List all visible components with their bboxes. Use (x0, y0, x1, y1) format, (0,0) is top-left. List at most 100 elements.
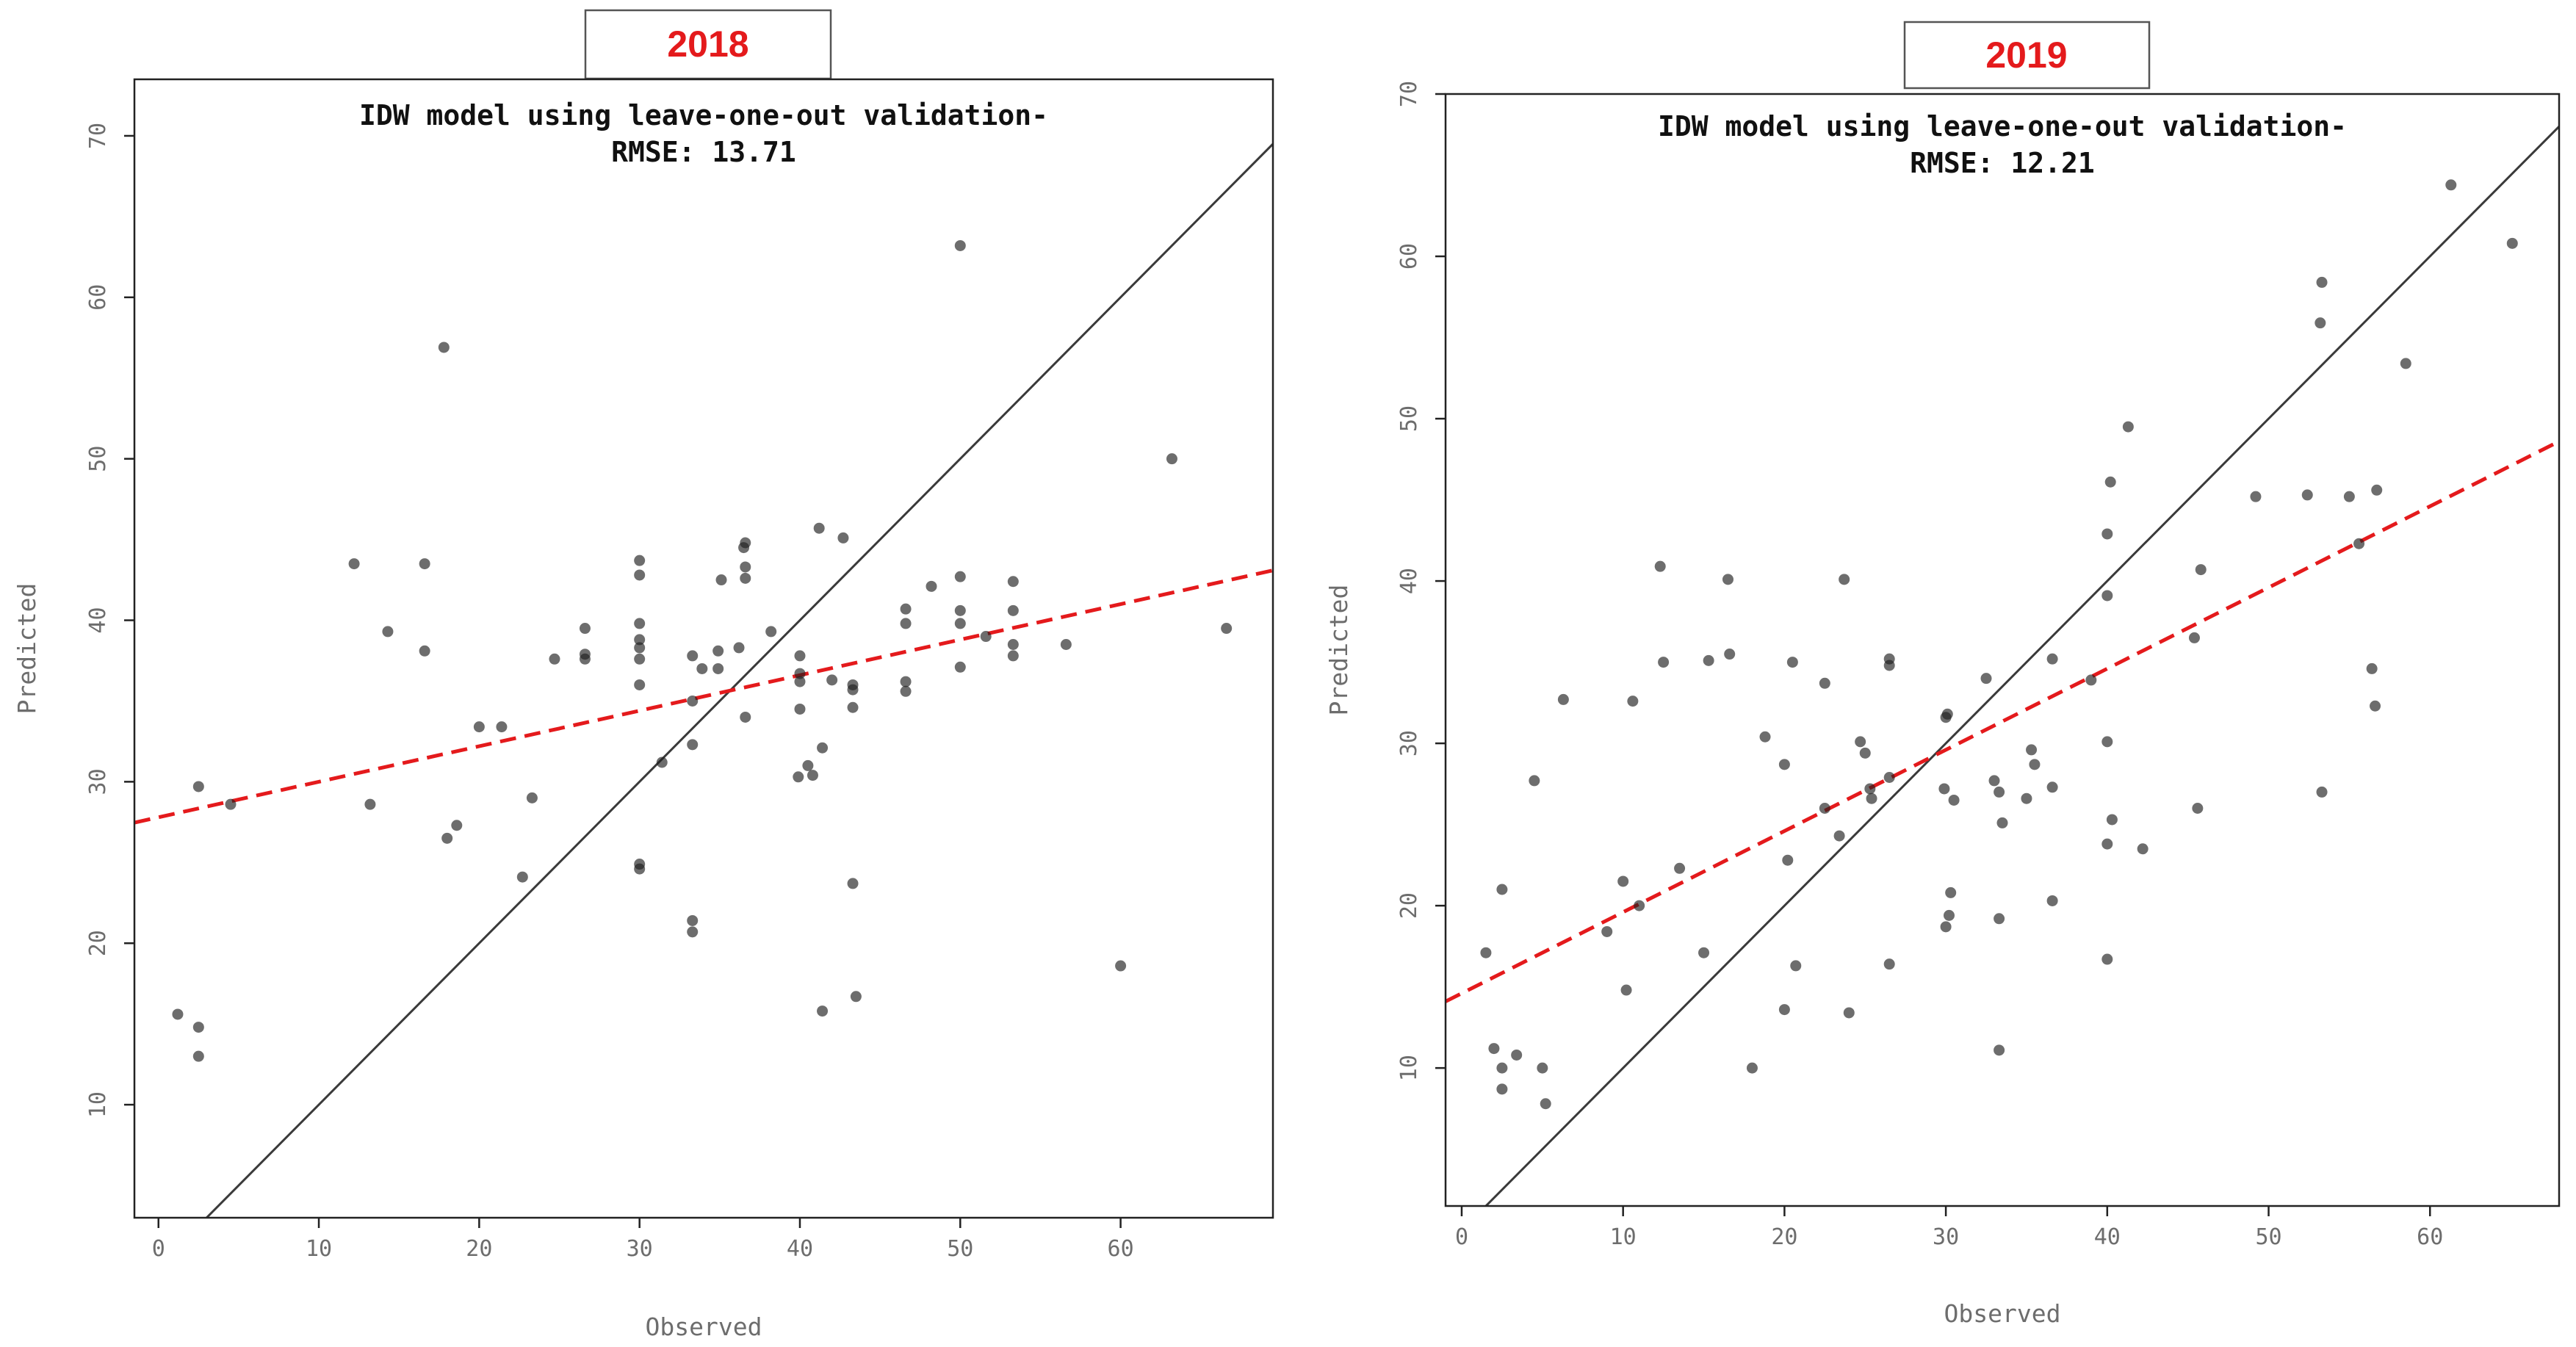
data-point (1994, 1044, 2005, 1056)
data-point (954, 661, 966, 673)
data-point (1007, 576, 1019, 588)
data-point (2445, 179, 2457, 191)
data-point (715, 574, 727, 586)
x-tick-label: 40 (787, 1236, 813, 1262)
data-point (419, 645, 430, 657)
data-point (954, 239, 966, 251)
data-point (794, 703, 806, 715)
data-point (1654, 560, 1666, 572)
plot-frame (1444, 93, 2561, 1207)
data-point (2101, 953, 2113, 965)
data-point (1634, 900, 1645, 911)
y-tick-label: 60 (1396, 243, 1422, 270)
data-point (954, 618, 966, 629)
data-point (1945, 886, 1957, 898)
x-tick-label: 30 (627, 1236, 653, 1262)
data-point (740, 572, 751, 584)
data-point (1221, 623, 1233, 635)
data-point (1819, 677, 1830, 689)
identity-line (1484, 126, 2559, 1206)
axis-ticks-2019: 0 10 20 30 40 50 60 10 20 30 40 50 60 70 (1396, 81, 2443, 1250)
data-point (634, 555, 646, 566)
data-point (687, 695, 699, 707)
data-point (192, 1050, 204, 1062)
data-point (802, 759, 814, 771)
data-point (817, 742, 829, 754)
data-point (549, 653, 560, 665)
x-tick-label: 50 (947, 1236, 973, 1262)
data-point (1941, 708, 1953, 720)
data-point (579, 653, 591, 665)
year-label: 2018 (667, 24, 748, 65)
data-point (1883, 958, 1895, 970)
y-tick-label: 60 (85, 284, 111, 311)
data-point (807, 770, 818, 781)
year-label-box (584, 9, 832, 80)
data-point (954, 571, 966, 582)
y-tick-label: 20 (85, 930, 111, 956)
y-tick-label: 10 (85, 1091, 111, 1118)
data-point (2046, 895, 2058, 906)
data-point (2101, 736, 2113, 748)
data-point (1839, 574, 1850, 585)
data-point (1943, 909, 1955, 921)
data-point (1480, 947, 1492, 958)
y-tick-label: 30 (85, 768, 111, 795)
data-point (2101, 590, 2113, 602)
y-tick-label: 40 (85, 607, 111, 633)
data-point (2195, 564, 2207, 576)
panel-2019: 2019 0 10 20 30 40 50 60 10 20 30 40 50 60 70 IDW mod… (1324, 21, 2561, 1328)
data-point (740, 537, 751, 549)
y-tick-label: 30 (1396, 730, 1422, 756)
x-tick-label: 40 (2094, 1224, 2121, 1250)
data-point (348, 558, 360, 570)
data-point (2371, 484, 2383, 496)
data-point (1746, 1062, 1758, 1074)
data-point (837, 532, 849, 544)
data-point (451, 820, 463, 831)
data-point (1859, 747, 1871, 759)
regression-line (134, 568, 1273, 825)
data-point (954, 604, 966, 616)
data-point (1790, 960, 1802, 972)
data-point (634, 618, 646, 629)
data-point (2343, 491, 2355, 502)
x-axis-label: Observed (1944, 1299, 2061, 1328)
data-point (2106, 814, 2118, 826)
data-point (1601, 925, 1613, 937)
data-point (634, 634, 646, 646)
data-point (172, 1008, 184, 1020)
data-point (1778, 759, 1790, 770)
data-point (1703, 654, 1714, 666)
data-point (1537, 1062, 1548, 1074)
data-point (900, 603, 912, 615)
x-tick-label: 20 (466, 1236, 492, 1262)
data-point (2029, 759, 2041, 770)
data-point (1529, 775, 1540, 787)
rmse-label: RMSE: 13.71 (611, 136, 796, 168)
data-point (2188, 632, 2200, 643)
data-point (1864, 783, 1876, 795)
data-point (1994, 913, 2005, 925)
data-point (687, 739, 699, 751)
data-point (1778, 1004, 1790, 1016)
data-point (634, 863, 646, 875)
y-axis-label: Predicted (12, 583, 41, 715)
data-point (2301, 489, 2313, 501)
data-point (847, 684, 859, 696)
data-point (1855, 736, 1866, 748)
data-point (2400, 358, 2411, 369)
data-point (2101, 528, 2113, 540)
data-point (225, 798, 237, 810)
data-point (441, 832, 453, 844)
data-point (2026, 744, 2038, 756)
data-point (1843, 1007, 1855, 1019)
data-point (712, 662, 724, 674)
data-point (2085, 674, 2097, 686)
data-point (1866, 792, 1877, 804)
data-point (847, 878, 859, 889)
data-point (740, 561, 751, 573)
axis-ticks-2018: 0 10 20 30 40 50 60 10 20 30 40 50 60 70 (85, 123, 1134, 1262)
data-point (1627, 696, 1639, 707)
